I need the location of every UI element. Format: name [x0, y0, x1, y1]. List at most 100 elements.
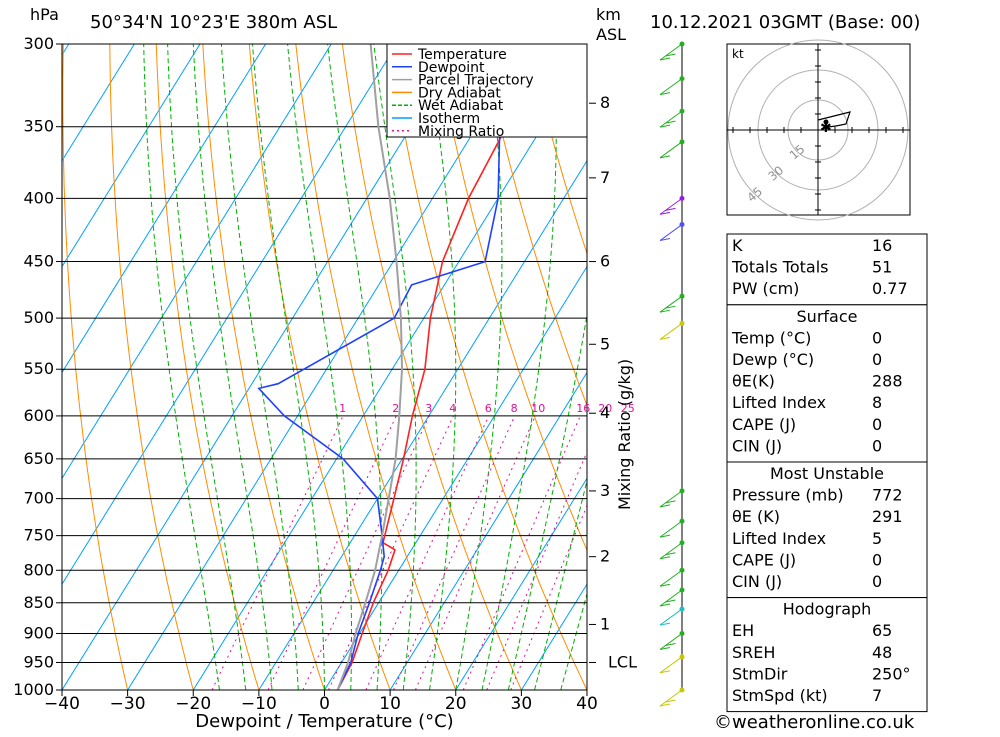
mixing-ratio-label: 20 — [598, 402, 612, 415]
mixing-ratio-label: 25 — [621, 402, 635, 415]
series-line-temperature — [336, 57, 587, 690]
mixing-ratio-line — [328, 415, 454, 690]
wind-barbs — [659, 41, 685, 707]
stability-table: Hodograph EH 65 SREH 48 StmDir 250° StmSpd (kt)… — [726, 597, 928, 713]
dry-adiabat-line — [295, 44, 457, 690]
table-row-value: 7 — [872, 686, 882, 705]
wet-adiabat-line — [327, 44, 383, 690]
legend-box — [386, 43, 588, 138]
isobar-lines — [62, 43, 587, 691]
table-row-value: 8 — [872, 393, 882, 412]
table-row-value: 0 — [872, 350, 882, 369]
wet-adiabat-line — [373, 44, 417, 690]
profile-lines — [257, 44, 587, 690]
table-row-value: 0 — [872, 328, 882, 347]
mixing-ratio-label: 10 — [531, 402, 545, 415]
dry-adiabat-line — [155, 44, 260, 690]
datetime-label: 10.12.2021 03GMT (Base: 00) — [650, 12, 920, 33]
wind-barb — [659, 540, 685, 560]
wind-barb — [659, 654, 685, 674]
table-row-value: 291 — [872, 507, 903, 526]
isotherm-line — [455, 477, 587, 690]
y-tick-label: 800 — [23, 560, 54, 579]
table-row-value: 51 — [872, 258, 892, 277]
x-tick-label: −10 — [241, 694, 277, 714]
legend-label: Dewpoint — [418, 60, 485, 76]
dry-adiabat-line — [481, 44, 587, 407]
wind-barb — [659, 687, 685, 707]
isotherm-line — [192, 53, 587, 690]
isotherm-line — [62, 44, 201, 268]
isotherm-line — [0, 44, 3, 690]
table-row-label: PW (cm) — [732, 279, 799, 298]
y-tick-label: 700 — [23, 489, 54, 508]
table-row-value: 0 — [872, 550, 882, 569]
y-tick-label: 950 — [23, 652, 54, 671]
y-tick-label: 500 — [23, 308, 54, 327]
plot-frame — [61, 43, 588, 691]
y-tick-label: 550 — [23, 359, 54, 378]
y-tick-label: 300 — [23, 34, 54, 53]
km-tick-label: 7 — [600, 168, 610, 187]
mixing-ratio-label: 4 — [449, 402, 456, 415]
copyright-label: ©weatheronline.co.uk — [714, 712, 915, 733]
dry-adiabat-line — [62, 44, 129, 690]
isotherm-line — [62, 44, 463, 690]
wind-barb — [659, 108, 685, 128]
isotherm-line — [62, 44, 267, 374]
wind-barb — [659, 518, 685, 538]
stability-tables: K 16 Totals Totals 51 PW (cm) 0.77 Surface Temp… — [726, 233, 928, 713]
x-tick-label: −30 — [110, 694, 146, 714]
wind-barb — [659, 320, 685, 340]
stability-table: Most Unstable Pressure (mb) 772 θE (K) 291 Li… — [726, 461, 928, 599]
table-row-label: Totals Totals — [731, 258, 829, 277]
hodograph-point — [823, 119, 829, 125]
mixing-ratio-line — [267, 415, 397, 690]
height-axis: 8 7 6 5 4 3 2 1 LCL — [589, 93, 637, 671]
km-tick-label: 5 — [600, 334, 610, 353]
table-row-label: Pressure (mb) — [732, 486, 844, 505]
wind-barb — [659, 195, 685, 215]
table-row-value: 48 — [872, 643, 892, 662]
mixing-ratio-label: 6 — [485, 402, 492, 415]
y-tick-label: 400 — [23, 188, 54, 207]
y-tick-label: 750 — [23, 526, 54, 545]
location-label: 50°34'N 10°23'E 380m ASL — [90, 12, 337, 33]
table-row-value: 250° — [872, 664, 911, 683]
storm-motion-icon: ✱ — [820, 120, 832, 136]
asl-unit-label: ASL — [596, 25, 626, 44]
mixing-ratio-line — [302, 415, 430, 690]
wet-adiabat-line — [534, 478, 587, 690]
table-row-value: 288 — [872, 372, 903, 391]
table-row-label: Lifted Index — [732, 393, 826, 412]
table-row-value: 0 — [872, 415, 882, 434]
wet-adiabat-line — [167, 44, 247, 690]
y-tick-label: 850 — [23, 593, 54, 612]
mixing-ratio-label: 2 — [392, 402, 399, 415]
table-row-label: K — [732, 236, 743, 255]
table-row-value: 16 — [872, 236, 892, 255]
table-row-label: StmSpd (kt) — [732, 686, 828, 705]
table-title: Hodograph — [783, 600, 872, 619]
wet-adiabat-line — [481, 44, 557, 690]
stability-table: K 16 Totals Totals 51 PW (cm) 0.77 — [726, 233, 928, 306]
x-tick-label: 40 — [576, 694, 598, 714]
axes: 3003504004505005506006507007508008509009… — [13, 34, 598, 732]
mixing-ratio-labels: 1 2 3 4 6 8 10 16 20 25 — [339, 402, 635, 415]
wind-barb — [659, 139, 685, 159]
y-tick-label: 650 — [23, 449, 54, 468]
x-tick-label: −20 — [175, 694, 211, 714]
km-tick-label: 6 — [600, 252, 610, 271]
table-row-value: 5 — [872, 529, 882, 548]
km-unit-label: km — [596, 5, 621, 24]
table-row-label: θE(K) — [732, 372, 775, 391]
isotherm-line — [324, 265, 587, 690]
table-row-value: 0 — [872, 572, 882, 591]
legend-label: Isotherm — [418, 111, 480, 127]
table-title: Surface — [797, 307, 858, 326]
km-tick-label: 2 — [600, 547, 610, 566]
table-title: Most Unstable — [770, 464, 884, 483]
legend-label: Parcel Trajectory — [418, 73, 534, 89]
